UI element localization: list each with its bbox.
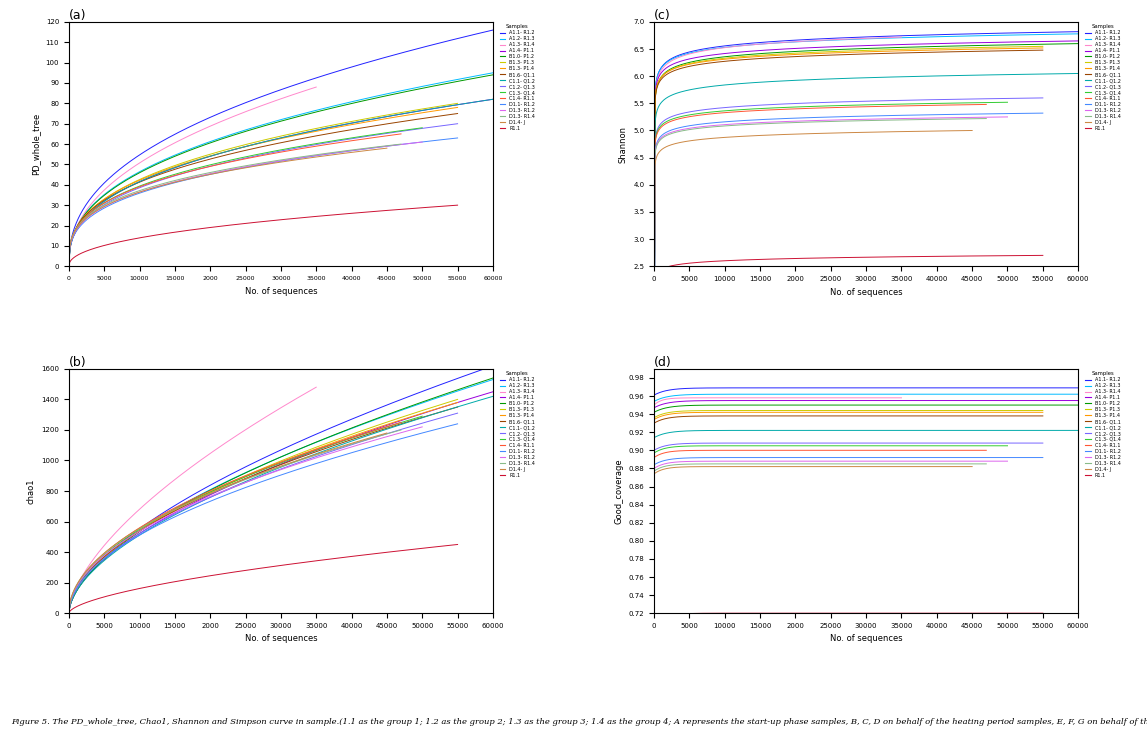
Y-axis label: PD_whole_tree: PD_whole_tree xyxy=(31,113,40,175)
X-axis label: No. of sequences: No. of sequences xyxy=(244,634,318,643)
Text: (d): (d) xyxy=(654,356,672,369)
Legend: A1.1- R1.2, A1.2- R1.3, A1.3- R1.4, A1.4- P1.1, B1.0- P1.2, B1.3- P1.3, B1.3- P1: A1.1- R1.2, A1.2- R1.3, A1.3- R1.4, A1.4… xyxy=(500,372,536,478)
Legend: A1.1- R1.2, A1.2- R1.3, A1.3- R1.4, A1.4- P1.1, B1.0- P1.2, B1.3- P1.3, B1.3- P1: A1.1- R1.2, A1.2- R1.3, A1.3- R1.4, A1.4… xyxy=(500,24,536,131)
Legend: A1.1- R1.2, A1.2- R1.3, A1.3- R1.4, A1.4- P1.1, B1.0- P1.2, B1.3- P1.3, B1.3- P1: A1.1- R1.2, A1.2- R1.3, A1.3- R1.4, A1.4… xyxy=(1085,372,1121,478)
X-axis label: No. of sequences: No. of sequences xyxy=(829,634,903,643)
Y-axis label: Shannon: Shannon xyxy=(618,126,627,163)
Y-axis label: Good_coverage: Good_coverage xyxy=(614,458,623,524)
Text: (c): (c) xyxy=(654,9,671,22)
Text: Figure 5. The PD_whole_tree, Chao1, Shannon and Simpson curve in sample.(1.1 as : Figure 5. The PD_whole_tree, Chao1, Shan… xyxy=(11,718,1147,726)
Y-axis label: chao1: chao1 xyxy=(26,478,36,504)
X-axis label: No. of sequences: No. of sequences xyxy=(829,288,903,296)
Text: (a): (a) xyxy=(69,9,86,22)
X-axis label: No. of sequences: No. of sequences xyxy=(244,286,318,296)
Text: (b): (b) xyxy=(69,356,86,369)
Legend: A1.1- R1.2, A1.2- R1.3, A1.3- R1.4, A1.4- P1.1, B1.0- P1.2, B1.3- P1.3, B1.3- P1: A1.1- R1.2, A1.2- R1.3, A1.3- R1.4, A1.4… xyxy=(1085,24,1121,131)
